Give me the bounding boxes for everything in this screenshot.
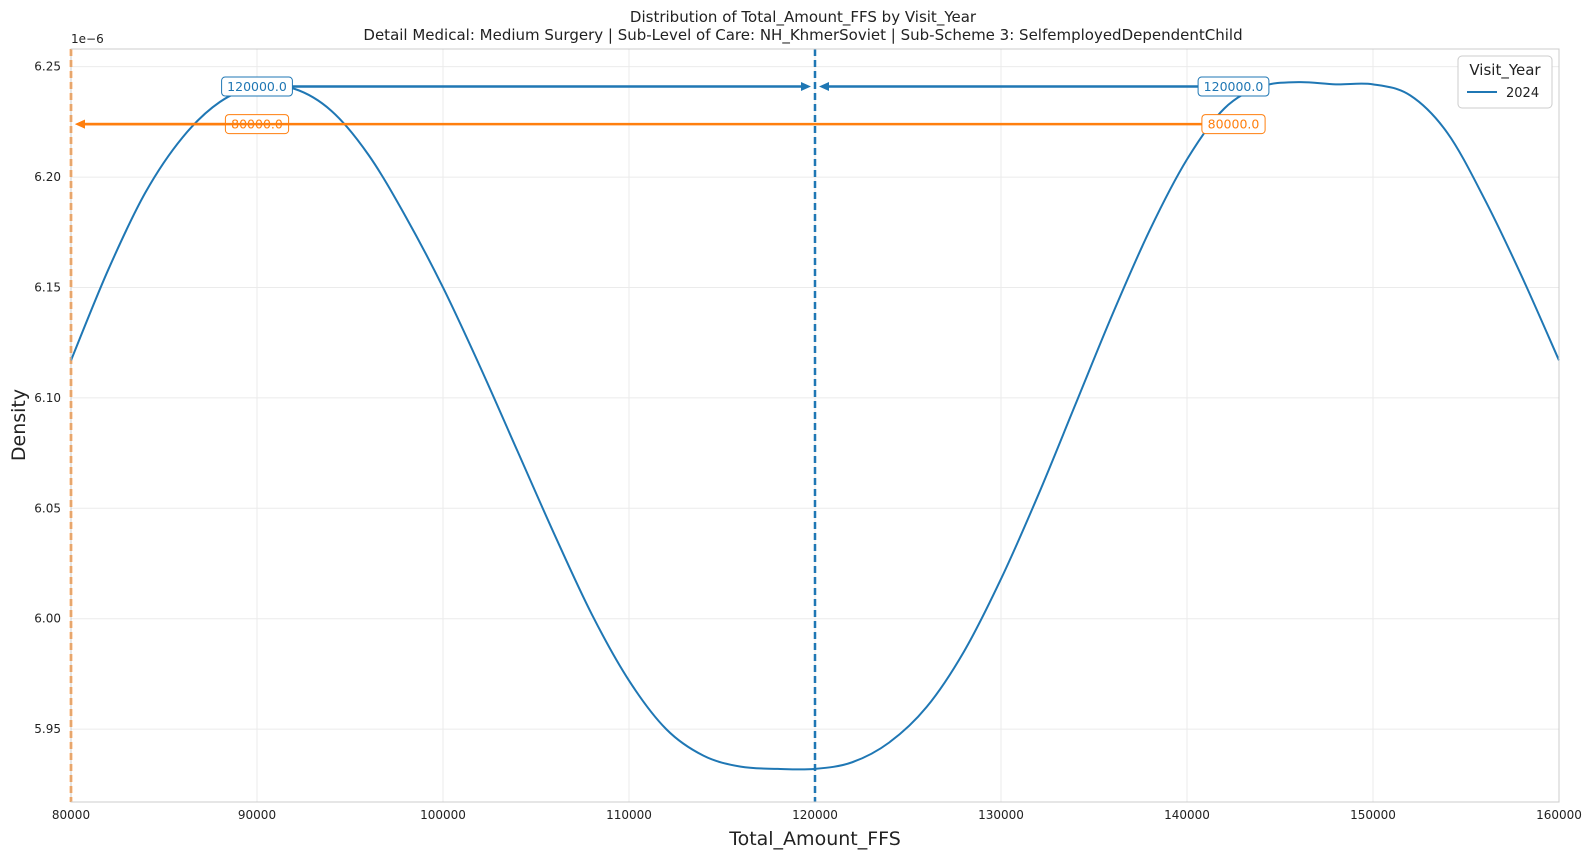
legend: Visit_Year 2024 — [1457, 55, 1553, 109]
series-group — [70, 81, 1560, 771]
y-scale-label: 1e−6 — [71, 32, 104, 46]
x-tick-label: 140000 — [1164, 808, 1210, 822]
annotation-label: 80000.0 — [1208, 117, 1260, 132]
legend-box — [1457, 55, 1553, 109]
ticks: 80000 90000 100000 110000 120000 130000 140000… — [34, 60, 1582, 822]
annotation-box — [1197, 76, 1270, 97]
legend-title: Visit_Year — [1469, 61, 1541, 80]
annotation-label: 120000.0 — [1204, 79, 1264, 94]
annotation-label: 120000.0 — [227, 79, 287, 94]
annotation-arrowhead — [819, 82, 829, 92]
x-tick-label: 150000 — [1350, 808, 1396, 822]
y-tick-label: 5.95 — [34, 722, 61, 736]
y-axis-label: Density — [8, 389, 30, 461]
plot-frame — [70, 48, 1560, 803]
x-tick-label: 110000 — [606, 808, 652, 822]
annotation-arrowhead — [801, 82, 811, 92]
annotation-box — [1201, 114, 1266, 135]
annotation-arrowhead — [75, 119, 85, 129]
x-tick-label: 130000 — [978, 808, 1024, 822]
y-tick-label: 6.15 — [34, 280, 61, 294]
x-axis-label: Total_Amount_FFS — [728, 828, 901, 850]
chart-subtitle: Detail Medical: Medium Surgery | Sub-Lev… — [363, 26, 1242, 45]
x-tick-label: 90000 — [238, 808, 276, 822]
x-tick-label: 160000 — [1536, 808, 1582, 822]
x-tick-label: 120000 — [792, 808, 838, 822]
y-tick-label: 6.20 — [34, 170, 61, 184]
y-tick-label: 6.25 — [34, 60, 61, 74]
legend-entry-2024: 2024 — [1506, 86, 1539, 101]
series-line-2024 — [70, 81, 1560, 771]
y-tick-label: 6.10 — [34, 391, 61, 405]
x-tick-label: 100000 — [420, 808, 466, 822]
chart-title: Distribution of Total_Amount_FFS by Visi… — [630, 8, 977, 27]
annotation-box — [221, 76, 293, 97]
y-tick-label: 6.05 — [34, 501, 61, 515]
x-tick-label: 80000 — [52, 808, 90, 822]
y-tick-label: 6.00 — [34, 612, 61, 626]
